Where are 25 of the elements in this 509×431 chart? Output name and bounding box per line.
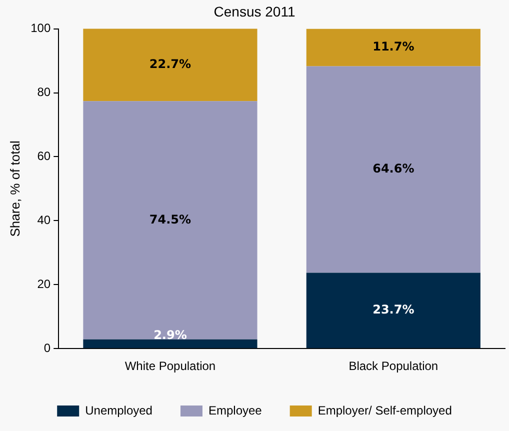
bar: [83, 28, 258, 102]
legend-label: Employer/ Self-employed: [318, 403, 452, 418]
y-tick-label: 80: [37, 85, 51, 100]
chart-title: Census 2011: [214, 3, 296, 20]
y-axis-title: Share, % of total: [7, 140, 22, 237]
data-label: 22.7%: [149, 56, 192, 71]
bar: [306, 272, 480, 348]
bar: [306, 28, 480, 66]
data-label: 74.5%: [149, 212, 192, 226]
y-tick-label: 60: [37, 149, 51, 164]
data-label: 11.7%: [372, 40, 414, 54]
y-tick-label: 40: [37, 212, 51, 227]
y-tick-label: 20: [37, 276, 51, 291]
x-tick-label: Black Population: [348, 359, 438, 374]
legend-label: Employee: [208, 403, 262, 418]
data-label: 2.9%: [154, 328, 187, 342]
bar: [83, 101, 258, 340]
bar: [306, 66, 480, 273]
y-tick-label: 0: [44, 340, 51, 355]
data-label: 23.7%: [372, 302, 414, 317]
legend-label: Unemployed: [85, 403, 152, 418]
y-tick-label: 100: [30, 21, 51, 36]
bar: [83, 339, 258, 348]
x-tick-label: White Population: [124, 359, 216, 374]
data-label: 64.6%: [372, 162, 414, 176]
